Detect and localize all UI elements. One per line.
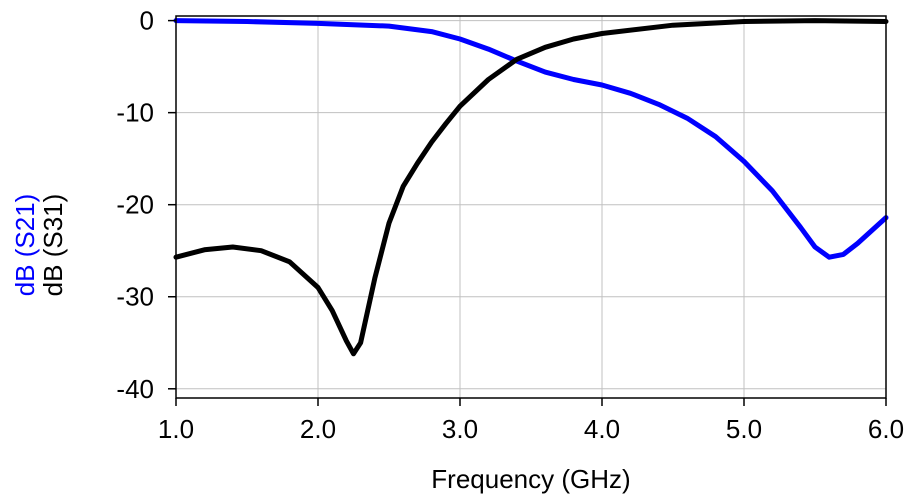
x-axis-title: Frequency (GHz) — [431, 464, 630, 494]
x-tick-label: 4.0 — [584, 414, 620, 444]
x-tick-label: 5.0 — [726, 414, 762, 444]
y-tick-label: -10 — [116, 98, 154, 128]
x-tick-label: 1.0 — [158, 414, 194, 444]
grid — [176, 16, 886, 398]
plot-frame — [175, 15, 887, 399]
series-line-db-s31 — [173, 18, 889, 357]
x-tick-label: 3.0 — [442, 414, 478, 444]
y-axis-title: dB (S21)dB (S31) — [10, 194, 68, 297]
series-line-db-s21 — [173, 18, 889, 260]
x-tick-label: 2.0 — [300, 414, 336, 444]
y-tick-label: -30 — [116, 282, 154, 312]
series-group — [173, 18, 889, 357]
y-axis-title-line: dB (S21) — [10, 194, 40, 297]
y-tick-label: -20 — [116, 190, 154, 220]
x-tick-label: 6.0 — [868, 414, 904, 444]
y-tick-label: -40 — [116, 374, 154, 404]
y-tick-label: 0 — [140, 6, 154, 36]
ticks: 1.0 2.0 3.0 4.0 5.0 6.0 0 -10 -20 -30 -40 — [116, 6, 904, 444]
y-axis-title-line: dB (S31) — [38, 194, 68, 297]
